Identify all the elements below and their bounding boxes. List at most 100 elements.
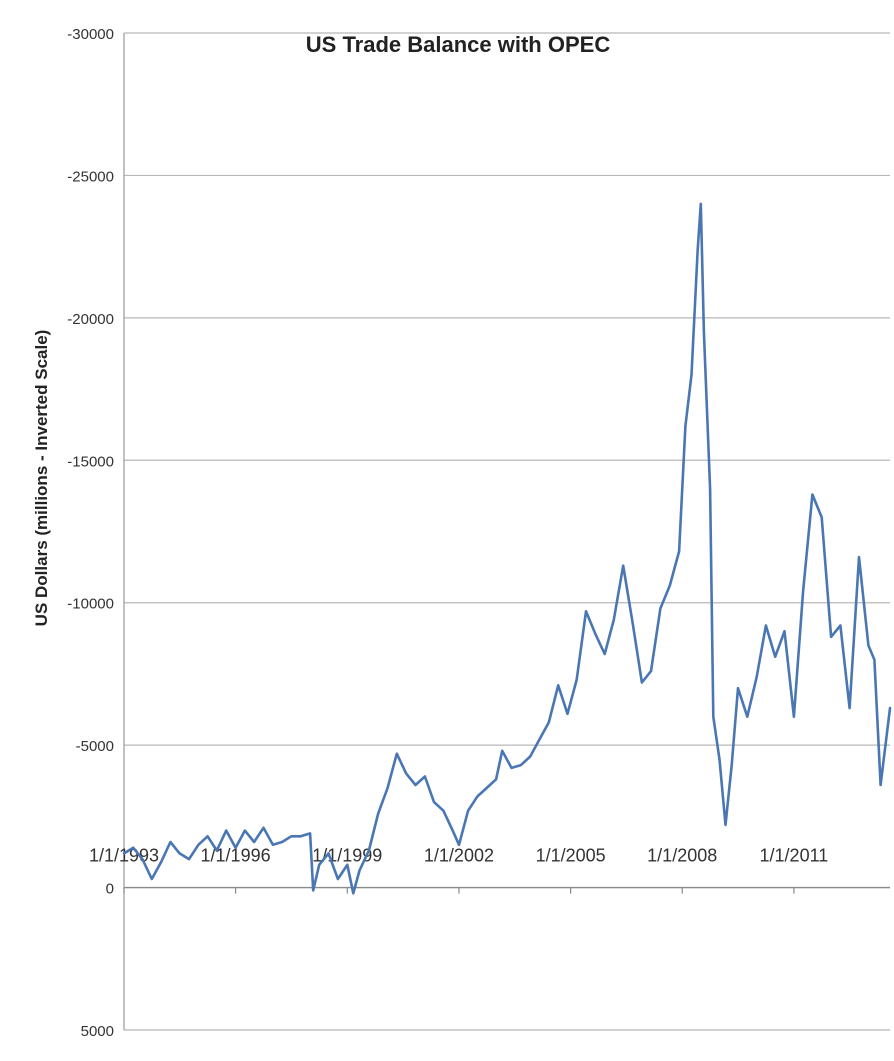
data-point — [594, 633, 597, 635]
data-point — [451, 829, 454, 832]
data-point — [206, 835, 209, 838]
data-point — [547, 721, 550, 724]
y-tick-label: -20000 — [67, 311, 114, 328]
data-point — [290, 835, 293, 838]
data-point — [424, 775, 426, 778]
data-point — [737, 687, 739, 690]
x-tick-label: 1/1/2008 — [647, 846, 717, 866]
data-point — [755, 675, 758, 678]
y-tick-label: 0 — [106, 881, 114, 898]
data-point — [774, 655, 777, 658]
data-point — [197, 843, 200, 846]
data-point — [178, 852, 181, 855]
data-point — [346, 863, 349, 866]
data-point — [123, 852, 125, 855]
data-point — [377, 812, 380, 815]
data-point — [603, 653, 606, 655]
data-point — [529, 755, 532, 758]
y-tick-label: -5000 — [76, 738, 114, 755]
y-tick-label: 5000 — [81, 1023, 114, 1040]
data-point — [575, 678, 578, 681]
data-point — [712, 715, 715, 718]
data-point — [414, 784, 417, 786]
y-tick-label: -10000 — [67, 596, 114, 613]
data-point — [244, 829, 246, 832]
data-point — [703, 331, 705, 333]
data-point — [368, 849, 370, 852]
data-point — [631, 621, 634, 624]
data-point — [867, 644, 870, 647]
data-point — [889, 707, 891, 709]
y-axis-ticks: -30000 -25000 -20000 -15000 -10000 -5000 0 5000 — [67, 26, 114, 1040]
x-tick-label: 1/1/2011 — [760, 846, 829, 866]
data-point — [650, 670, 652, 672]
data-point — [458, 843, 460, 846]
chart-title: US Trade Balance with OPEC — [306, 32, 611, 57]
data-point — [811, 493, 814, 496]
data-point — [234, 846, 237, 849]
data-point — [730, 764, 733, 766]
data-point — [641, 681, 643, 684]
data-point — [433, 801, 435, 803]
y-tick-label: -25000 — [67, 168, 114, 185]
data-point — [395, 752, 398, 755]
data-point — [215, 849, 218, 852]
data-point — [724, 824, 727, 826]
data-point — [699, 203, 702, 205]
data-point — [585, 610, 587, 613]
data-point — [839, 624, 842, 627]
data-point — [783, 630, 786, 633]
data-point — [262, 826, 265, 829]
data-point — [337, 878, 339, 880]
data-point — [690, 373, 693, 376]
data-point — [281, 841, 283, 843]
data-point — [253, 841, 256, 843]
x-tick-label: 1/1/2002 — [424, 846, 494, 866]
data-point — [802, 590, 804, 593]
data-point — [476, 795, 479, 798]
data-point — [612, 618, 615, 621]
data-point — [309, 832, 311, 835]
data-point — [169, 841, 172, 843]
data-point — [485, 787, 488, 789]
data-point — [879, 784, 882, 786]
data-point — [820, 516, 823, 519]
data-point — [659, 607, 662, 610]
data-point — [442, 809, 445, 812]
x-tick-label: 1/1/1999 — [312, 846, 382, 866]
data-point — [352, 892, 355, 895]
data-point — [793, 715, 795, 718]
data-point — [520, 764, 522, 766]
series-layer — [122, 202, 892, 895]
data-point — [188, 858, 190, 860]
data-point — [566, 712, 569, 715]
data-point — [557, 684, 560, 687]
x-tick-label: 1/1/1993 — [89, 846, 159, 866]
data-point — [718, 758, 721, 761]
data-point — [709, 487, 711, 490]
data-point — [684, 425, 687, 427]
data-point — [858, 556, 860, 558]
x-tick-label: 1/1/2005 — [536, 846, 606, 866]
data-point — [312, 889, 315, 892]
data-point — [873, 658, 876, 661]
data-point — [678, 550, 680, 553]
data-point — [848, 707, 851, 709]
y-axis-label: US Dollars (millions - Inverted Scale) — [32, 330, 51, 627]
data-point — [132, 846, 135, 849]
data-point — [510, 767, 513, 769]
data-point — [299, 835, 302, 838]
data-point — [668, 584, 671, 587]
data-point — [495, 778, 497, 781]
data-point — [225, 829, 228, 832]
data-point — [327, 852, 330, 855]
data-point — [150, 878, 153, 880]
data-point — [765, 624, 767, 627]
data-point — [830, 636, 832, 638]
data-point — [386, 787, 389, 789]
data-point — [538, 738, 541, 741]
data-point — [696, 248, 699, 251]
